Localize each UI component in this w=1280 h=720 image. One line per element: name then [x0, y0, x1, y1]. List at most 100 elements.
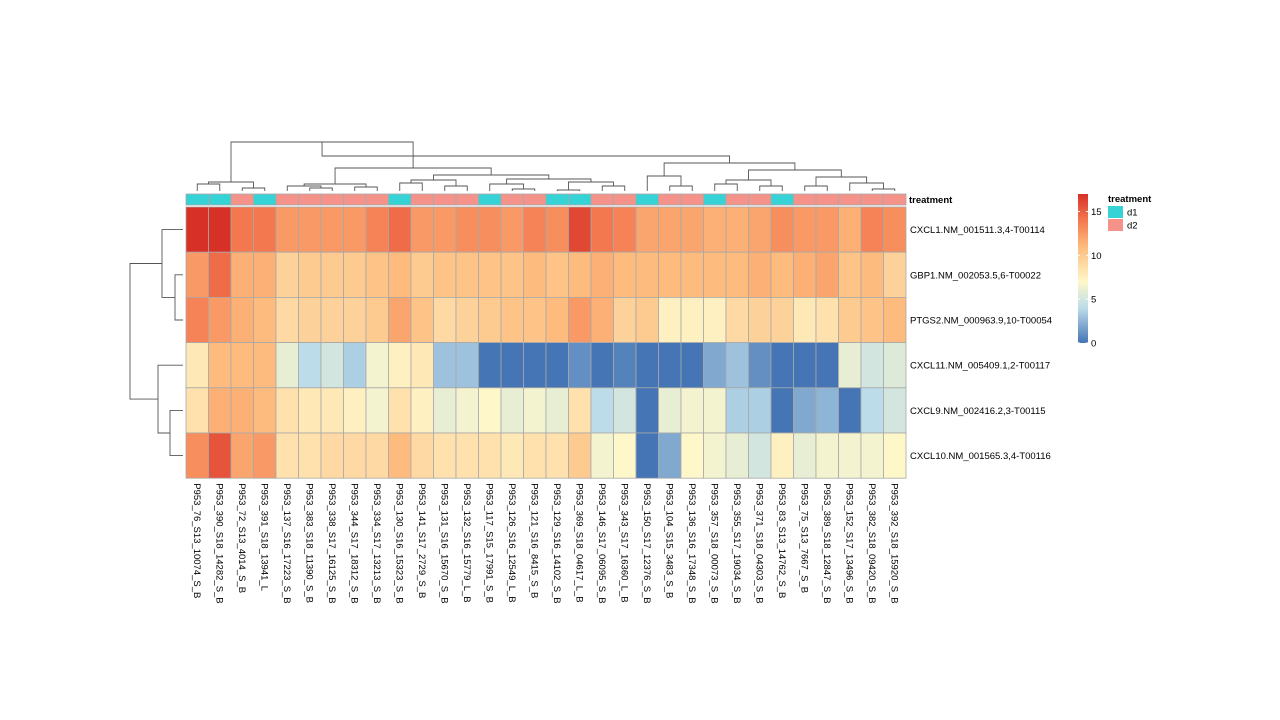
column-dendrogram-branch [815, 176, 868, 186]
treatment-annotation-row [185, 193, 907, 206]
heatmap-cell [568, 251, 592, 298]
column-label: P953_371_S18_04303_S_B [754, 483, 765, 603]
heatmap-cell [478, 342, 502, 389]
annotation-cell [860, 193, 884, 206]
heatmap-cell [613, 296, 637, 343]
heatmap-cell [275, 342, 299, 389]
heatmap-cell [703, 387, 727, 434]
heatmap-cell [770, 206, 794, 253]
annotation-cell [455, 193, 479, 206]
heatmap-cell [568, 387, 592, 434]
heatmap-cell [838, 342, 862, 389]
heatmap-cell [433, 206, 457, 253]
color-scale-tick-label: 15 [1091, 207, 1102, 218]
heatmap-cell [478, 432, 502, 479]
heatmap-cell [545, 251, 569, 298]
column-label: P953_338_S17_16125_S_B [326, 483, 337, 603]
column-dendrogram-branch [196, 183, 221, 191]
heatmap-cell [860, 296, 884, 343]
heatmap-cell [883, 296, 907, 343]
color-scale-tick-label: 0 [1091, 339, 1096, 350]
heatmap-cell [523, 296, 547, 343]
column-label: P953_389_S18_12847_S_B [821, 483, 832, 603]
heatmap-cell [185, 387, 209, 434]
heatmap-cell [298, 432, 322, 479]
annotation-cell [298, 193, 322, 206]
column-dendrogram-branch [748, 169, 842, 180]
column-dendrogram-branch [286, 185, 322, 191]
treatment-legend: treatment d1 d2 [1108, 194, 1152, 232]
heatmap-cell [230, 206, 254, 253]
color-scale-tick-label: 10 [1091, 251, 1102, 262]
heatmap-cell [748, 342, 772, 389]
annotation-cell [793, 193, 817, 206]
heatmap-cell [500, 432, 524, 479]
heatmap-cell [635, 251, 659, 298]
heatmap-cell [455, 251, 479, 298]
heatmap-cell [793, 387, 817, 434]
heatmap-cell [410, 432, 434, 479]
heatmap-cell [365, 206, 389, 253]
heatmap-cell [860, 432, 884, 479]
heatmap-cell [365, 251, 389, 298]
heatmap-cell [208, 296, 232, 343]
heatmap-cell [725, 432, 749, 479]
heatmap-cell [208, 387, 232, 434]
heatmap-cell [613, 387, 637, 434]
heatmap-cell [613, 342, 637, 389]
heatmap-cell [658, 342, 682, 389]
column-dendrogram-branch [759, 185, 783, 191]
column-label: P953_382_S18_09420_S_B [866, 483, 877, 603]
row-label: PTGS2.NM_000963.9,10-T00054 [910, 316, 1052, 327]
heatmap-cell [455, 432, 479, 479]
column-label: P953_76_S13_10074_S_B [191, 483, 202, 598]
column-label: P953_129_S16_14102_S_B [551, 483, 562, 603]
heatmap-cell [545, 342, 569, 389]
column-label: P953_344_S17_18312_S_B [349, 483, 360, 603]
heatmap-cell [770, 251, 794, 298]
column-dendrogram-branch [663, 162, 796, 176]
heatmap-cell [320, 206, 344, 253]
heatmap-cell [185, 432, 209, 479]
heatmap-cell [725, 387, 749, 434]
heatmap-cell [703, 342, 727, 389]
column-label: P953_391_S18_13941_L [259, 483, 270, 591]
heatmap-cell [523, 206, 547, 253]
treatment-legend-swatch [1108, 219, 1123, 231]
heatmap-cell [838, 387, 862, 434]
heatmap-cell [433, 342, 457, 389]
row-label: CXCL1.NM_001511.3,4-T00114 [910, 225, 1045, 236]
row-dendrogram-branch [161, 229, 183, 298]
heatmap-cell [410, 206, 434, 253]
heatmap-cell [275, 296, 299, 343]
heatmap-cell [815, 296, 839, 343]
annotation-cell [658, 193, 682, 206]
heatmap-cell [590, 432, 614, 479]
treatment-legend-swatch [1108, 206, 1123, 218]
heatmap-cell [793, 296, 817, 343]
heatmap-cell [680, 251, 704, 298]
heatmap-cell [545, 387, 569, 434]
heatmap-cell [500, 387, 524, 434]
column-dendrogram-branch [871, 188, 896, 191]
heatmap-cell [388, 432, 412, 479]
heatmap-cell [545, 432, 569, 479]
annotation-cell [883, 193, 907, 206]
heatmap-cell [793, 342, 817, 389]
heatmap-cell [253, 432, 277, 479]
column-dendrogram-branch [489, 183, 524, 191]
column-label: P953_343_S17_16360_L_B [619, 483, 630, 602]
column-dendrogram-branch [669, 185, 693, 191]
annotation-cell [680, 193, 704, 206]
heatmap-cell [433, 387, 457, 434]
heatmap-cell [523, 342, 547, 389]
row-label: CXCL9.NM_002416.2,3-T00115 [910, 406, 1046, 417]
heatmap-cell [770, 387, 794, 434]
heatmap-cell [343, 206, 367, 253]
column-dendrogram-branch [511, 188, 536, 191]
column-dendrogram-branch [444, 185, 468, 191]
annotation-cell [185, 193, 209, 206]
heatmap-cell [208, 432, 232, 479]
heatmap-cell [388, 296, 412, 343]
color-scale-bar [1078, 194, 1088, 343]
